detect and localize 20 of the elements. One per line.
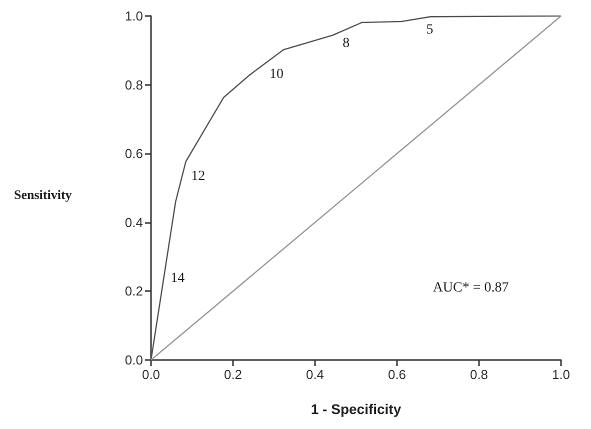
annotation: 12 (191, 168, 206, 184)
annotation: 14 (170, 270, 185, 286)
y-tick-label: 0.0 (124, 352, 143, 368)
y-tick-label: 1.0 (124, 8, 143, 24)
y-axis-title: Sensitivity (14, 187, 72, 202)
x-axis-title: 1 - Specificity (310, 401, 402, 417)
annotation: 8 (342, 36, 350, 52)
x-tick-label: 0.2 (224, 367, 242, 382)
y-tick-label: 0.8 (124, 77, 143, 92)
annotation: 5 (426, 22, 434, 38)
y-tick-label: 0.6 (124, 146, 143, 162)
x-tick-label: 0.4 (306, 367, 324, 382)
x-tick-label: 0.6 (388, 367, 406, 382)
y-tick-label: 0.4 (124, 214, 143, 230)
x-tick-label: 0.8 (470, 367, 488, 382)
annotation: AUC* = 0.87 (432, 280, 509, 296)
y-tick-label: 0.2 (124, 284, 143, 299)
x-tick-label: 1.0 (552, 367, 570, 382)
annotation: 10 (269, 66, 284, 82)
x-tick-label: 0.0 (142, 367, 160, 382)
